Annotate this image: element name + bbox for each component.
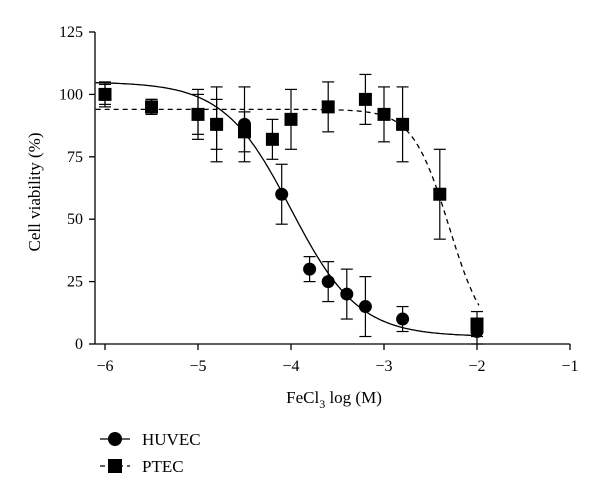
plot-area xyxy=(95,73,484,345)
x-tick-label: −1 xyxy=(561,358,578,375)
huvec-point xyxy=(340,287,354,301)
x-tick-label: −2 xyxy=(468,358,485,375)
y-axis-title: Cell viability (%) xyxy=(25,133,44,252)
x-tick-label: −6 xyxy=(96,358,113,375)
x-axis-title-prefix: FeCl xyxy=(286,388,319,407)
legend-ptec-marker xyxy=(108,459,122,473)
x-tick-label: −3 xyxy=(375,358,392,375)
huvec-point xyxy=(275,187,289,201)
legend: HUVEC PTEC xyxy=(100,430,201,476)
ptec-point xyxy=(284,112,298,126)
ptec-point xyxy=(396,117,410,131)
x-axis-title-subscript: 3 xyxy=(319,397,325,411)
x-tick-label: −4 xyxy=(282,358,299,375)
y-tick-label: 25 xyxy=(67,274,83,291)
x-tick-label: −5 xyxy=(189,358,206,375)
ptec-point xyxy=(145,100,158,114)
ptec-point xyxy=(433,187,447,201)
y-tick-label: 75 xyxy=(67,149,83,166)
ptec-point xyxy=(238,125,251,139)
ptec-fit-curve xyxy=(95,108,480,306)
y-tick-label: 100 xyxy=(59,86,83,103)
ptec-point xyxy=(265,132,279,146)
x-axis-title-suffix: log (M) xyxy=(325,388,382,407)
x-axis-title: FeCl3 log (M) xyxy=(286,388,382,411)
ptec-point xyxy=(191,107,205,121)
y-tick-label: 0 xyxy=(75,336,83,353)
huvec-point xyxy=(321,275,335,289)
ptec-point xyxy=(358,92,372,106)
axes: 0 25 50 75 100 125 −6 −5 −4 −3 −2 −1 xyxy=(59,24,579,375)
y-tick-label: 125 xyxy=(59,24,83,41)
ptec-point xyxy=(321,100,335,114)
ptec-point xyxy=(98,87,112,101)
y-tick-label: 50 xyxy=(67,211,83,228)
legend-item-huvec: HUVEC xyxy=(100,430,201,449)
ptec-point xyxy=(470,317,484,331)
huvec-point xyxy=(358,300,372,314)
legend-huvec-marker xyxy=(108,432,122,446)
huvec-fit-curve xyxy=(95,82,479,337)
ptec-point xyxy=(377,107,391,121)
huvec-point xyxy=(396,312,410,326)
ptec-point xyxy=(210,117,224,131)
legend-ptec-label: PTEC xyxy=(142,457,184,476)
legend-item-ptec: PTEC xyxy=(100,457,184,476)
huvec-point xyxy=(303,262,317,276)
legend-huvec-label: HUVEC xyxy=(142,430,201,449)
